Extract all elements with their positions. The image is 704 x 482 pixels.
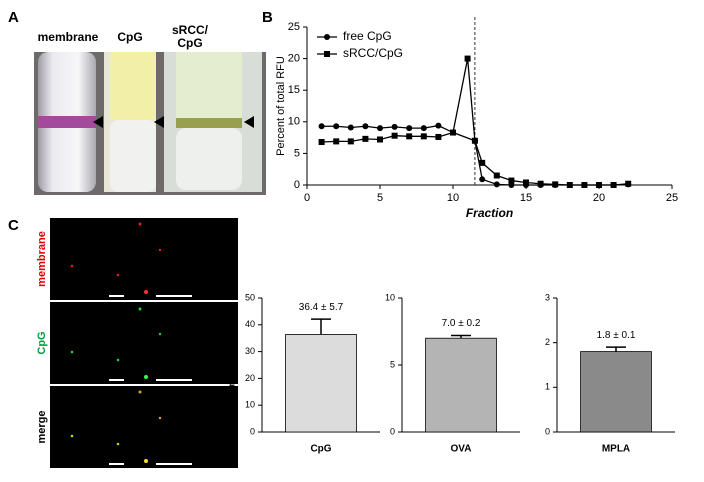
photo-a bbox=[34, 52, 266, 195]
legend-marker bbox=[324, 51, 330, 57]
x-tick-label: 5 bbox=[377, 192, 383, 204]
marker bbox=[479, 159, 486, 166]
y-tick-label: 0 bbox=[294, 179, 300, 191]
x-axis-label: Fraction bbox=[466, 206, 513, 220]
y-tick-label: 50 bbox=[245, 292, 255, 302]
photo-label: membrane bbox=[38, 30, 99, 44]
y-tick-label: 0 bbox=[390, 426, 395, 436]
marker bbox=[420, 125, 427, 132]
marker bbox=[406, 125, 413, 132]
y-tick-label: 5 bbox=[390, 359, 395, 369]
marker bbox=[318, 139, 325, 146]
error-bar bbox=[311, 318, 331, 335]
marker bbox=[391, 123, 398, 130]
y-tick-label: 30 bbox=[245, 346, 255, 356]
marker bbox=[333, 138, 340, 145]
x-tick-label: 0 bbox=[304, 192, 310, 204]
x-tick-label: MPLA bbox=[602, 444, 630, 455]
x-tick-label: 15 bbox=[520, 192, 532, 204]
marker bbox=[537, 180, 544, 187]
marker bbox=[377, 125, 383, 132]
photo-label: CpG bbox=[117, 30, 142, 44]
marker bbox=[347, 124, 354, 131]
y-tick-label: 1 bbox=[545, 382, 550, 392]
x-tick-label: 25 bbox=[666, 192, 678, 204]
value-label: 36.4 ± 5.7 bbox=[299, 302, 344, 313]
marker bbox=[406, 133, 413, 140]
photo-c bbox=[50, 218, 238, 468]
y-tick-label: 0 bbox=[250, 426, 255, 436]
x-tick-label: 10 bbox=[447, 192, 459, 204]
x-tick-label: OVA bbox=[451, 444, 472, 455]
panel-letter: C bbox=[8, 217, 19, 234]
x-tick-label: 20 bbox=[593, 192, 605, 204]
y-axis-label: Percent of total RFU bbox=[275, 56, 287, 156]
marker bbox=[435, 122, 442, 129]
marker bbox=[581, 182, 588, 188]
marker bbox=[391, 132, 398, 139]
y-tick-label: 2 bbox=[545, 337, 550, 347]
y-tick-label: 10 bbox=[245, 400, 255, 410]
marker bbox=[362, 135, 369, 142]
panel-letter: A bbox=[8, 9, 19, 26]
y-tick-label: 20 bbox=[288, 53, 300, 65]
y-tick-label: 25 bbox=[288, 21, 300, 33]
marker bbox=[625, 180, 632, 187]
marker bbox=[523, 179, 529, 186]
marker bbox=[435, 133, 442, 140]
value-label: 1.8 ± 0.1 bbox=[597, 330, 636, 341]
bar bbox=[580, 351, 652, 433]
marker bbox=[610, 182, 617, 188]
y-axis-label: percent loaded bbox=[226, 333, 236, 397]
marker bbox=[464, 55, 471, 62]
marker bbox=[552, 181, 559, 188]
marker bbox=[508, 177, 515, 184]
legend-marker bbox=[324, 34, 330, 40]
marker bbox=[566, 182, 573, 188]
y-tick-label: 15 bbox=[288, 84, 300, 96]
marker bbox=[493, 172, 500, 179]
marker bbox=[493, 181, 500, 188]
photo-label: sRCC/ CpG bbox=[171, 24, 208, 50]
y-tick-label: 5 bbox=[294, 147, 300, 159]
x-tick-label: CpG bbox=[310, 444, 331, 455]
y-tick-label: 10 bbox=[288, 116, 300, 128]
y-tick-label: 20 bbox=[245, 373, 255, 383]
y-tick-label: 10 bbox=[385, 292, 395, 302]
marker bbox=[362, 123, 369, 130]
y-tick-label: 3 bbox=[545, 292, 550, 302]
y-tick-label: 0 bbox=[545, 426, 550, 436]
marker bbox=[377, 136, 383, 143]
marker bbox=[479, 176, 486, 183]
value-label: 7.0 ± 0.2 bbox=[442, 318, 481, 329]
marker bbox=[471, 137, 478, 144]
photo-label-box: sRCC/ CpG bbox=[171, 24, 208, 50]
photo-label: membrane bbox=[36, 231, 48, 287]
marker bbox=[420, 133, 427, 140]
marker bbox=[318, 123, 325, 130]
panel-letter: B bbox=[262, 9, 273, 26]
marker bbox=[347, 138, 354, 145]
bar bbox=[285, 334, 357, 433]
photo-label: CpG bbox=[36, 331, 48, 354]
y-tick-label: 40 bbox=[245, 319, 255, 329]
error-bar bbox=[451, 334, 471, 339]
error-bar bbox=[606, 346, 626, 352]
legend-label: free CpG bbox=[343, 29, 392, 43]
photo-label: merge bbox=[36, 410, 48, 443]
legend-label: sRCC/CpG bbox=[343, 46, 403, 60]
bar bbox=[425, 337, 497, 433]
marker bbox=[333, 123, 340, 130]
marker bbox=[450, 129, 456, 136]
marker bbox=[596, 182, 602, 188]
